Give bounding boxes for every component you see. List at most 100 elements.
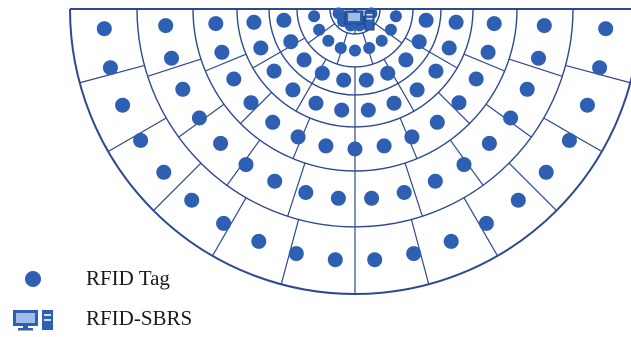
radial-divider xyxy=(295,83,313,112)
rfid-tag-dot xyxy=(349,44,361,57)
computer-reader-icon xyxy=(12,307,64,331)
rfid-tag-dot xyxy=(334,42,347,54)
rfid-tag-dot xyxy=(246,14,262,30)
rfid-tag-dot xyxy=(579,97,595,113)
rfid-tag-dot xyxy=(375,34,388,47)
rfid-tag-dot xyxy=(480,44,496,60)
rfid-tag-dot xyxy=(308,10,321,23)
rfid-tag-dot xyxy=(156,164,172,180)
radial-divider xyxy=(205,53,247,72)
rfid-tag-dot xyxy=(347,141,363,157)
rfid-tag-dot xyxy=(322,34,335,47)
rfid-tag-dot xyxy=(318,138,334,154)
rfid-tag-dot xyxy=(478,215,494,231)
rfid-tag-dot xyxy=(208,16,224,32)
radial-divider xyxy=(153,162,202,211)
ring-arc xyxy=(296,8,414,68)
rfid-tag-dot xyxy=(481,135,497,151)
rfid-tag-dot xyxy=(308,95,324,111)
rfid-tag-dot xyxy=(468,71,484,87)
rfid-tag-dot xyxy=(243,95,259,111)
radial-divider xyxy=(429,51,458,69)
rfid-tag-dot xyxy=(429,114,445,130)
rfid-tag-dot xyxy=(598,21,614,37)
rfid-tag-dot xyxy=(443,233,459,249)
rfid-tag-dot xyxy=(158,18,174,34)
rfid-tag-dot xyxy=(251,233,267,249)
rfid-tag-dot xyxy=(332,7,345,20)
rfid-tag-dot xyxy=(313,23,326,36)
legend-label-rfid-tag: RFID Tag xyxy=(86,266,170,290)
rfid-tag-dot xyxy=(592,60,608,76)
rfid-tag-dot xyxy=(363,42,376,54)
rfid-tag-dot xyxy=(298,185,314,200)
rfid-tag-dot xyxy=(296,52,312,68)
rfid-tag-dot xyxy=(288,246,304,262)
rfid-tag-dot xyxy=(214,44,230,60)
rfid-tag-dot xyxy=(283,34,299,50)
rfid-tag-dot xyxy=(428,63,444,79)
rfid-tag-dot xyxy=(334,102,350,118)
radial-divider xyxy=(287,162,306,217)
rfid-tag-dot xyxy=(448,14,464,30)
rfid-tag-dot xyxy=(164,50,179,66)
rfid-tag-dot xyxy=(327,252,343,268)
rfid-tag-dot xyxy=(427,173,443,189)
rfid-tag-dot xyxy=(510,192,526,208)
rfid-tag-dot xyxy=(364,190,380,206)
rfid-tag-dot xyxy=(561,132,577,148)
rfid-tag-dot xyxy=(265,114,281,130)
rfid-tag-dot xyxy=(290,129,306,145)
rfid-tag-dot xyxy=(376,138,392,154)
radial-divider xyxy=(147,58,202,77)
rfid-tag-dot xyxy=(451,95,467,111)
rfid-tag-dot xyxy=(336,72,352,88)
rfid-tag-dot xyxy=(503,110,519,126)
rfid-tag-dot xyxy=(253,40,269,56)
rfid-tag-dot xyxy=(380,65,396,81)
rfid-tag-dot xyxy=(216,215,232,231)
rfid-tag-dot xyxy=(267,173,283,189)
rfid-tag-dot xyxy=(102,60,118,76)
rfid-tag-dot xyxy=(398,52,414,68)
rfid-tag-dot xyxy=(358,72,374,88)
rfid-tag-dot xyxy=(115,97,131,113)
rfid-tag-dot xyxy=(456,157,472,173)
rfid-tag-dot xyxy=(441,40,457,56)
rfid-tag-dot xyxy=(486,16,502,32)
rfid-tag-dot xyxy=(330,190,346,206)
radial-divider xyxy=(397,83,415,112)
rfid-tag-dot xyxy=(531,50,546,66)
rfid-tag-dot xyxy=(184,192,200,208)
radial-divider xyxy=(252,51,281,69)
rfid-tag-dot xyxy=(396,185,412,200)
rfid-tag-dot xyxy=(360,102,376,118)
rfid-tag-dot xyxy=(191,110,207,126)
rfid-tag-dot xyxy=(389,10,402,23)
rfid-tag-dot xyxy=(285,82,301,98)
rfid-tag-dot xyxy=(386,95,402,111)
radial-divider xyxy=(508,58,563,77)
rfid-tag-dot xyxy=(276,12,292,28)
rfid-tag-dot xyxy=(96,21,112,37)
rfid-tag-dot xyxy=(133,132,149,148)
rfid-tag-dot xyxy=(213,135,229,151)
tag-dot-icon xyxy=(12,267,64,291)
rfid-tag-dot xyxy=(404,129,420,145)
rfid-tag-dot xyxy=(406,246,422,262)
rfid-tag-dot xyxy=(266,63,282,79)
legend-item-rfid-tag: RFID Tag xyxy=(12,266,170,291)
rfid-tag-dot xyxy=(226,71,242,87)
legend-item-rfid-sbrs: RFID-SBRS xyxy=(12,306,192,331)
rfid-tag-dot xyxy=(536,18,552,34)
rfid-tag-dot xyxy=(411,34,427,50)
rfid-tags xyxy=(96,7,614,268)
rfid-tag-dot xyxy=(538,164,554,180)
rfid-tag-dot xyxy=(384,23,397,36)
rfid-tag-dot xyxy=(409,82,425,98)
radial-divider xyxy=(404,162,423,217)
rfid-tag-dot xyxy=(418,12,434,28)
rfid-tag-dot xyxy=(175,81,191,97)
rfid-sbrs-reader-icon xyxy=(344,10,375,31)
